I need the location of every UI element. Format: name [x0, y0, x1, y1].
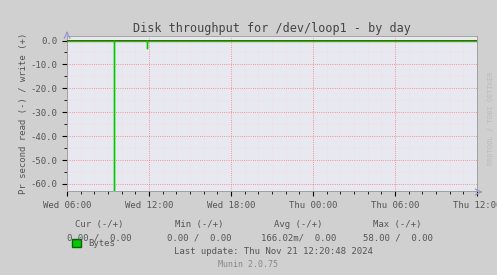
- Legend: Bytes: Bytes: [72, 239, 115, 248]
- Title: Disk throughput for /dev/loop1 - by day: Disk throughput for /dev/loop1 - by day: [133, 21, 411, 35]
- Text: Cur (-/+): Cur (-/+): [75, 220, 124, 229]
- Text: Munin 2.0.75: Munin 2.0.75: [219, 260, 278, 269]
- Text: 58.00 /  0.00: 58.00 / 0.00: [363, 234, 432, 243]
- Text: 166.02m/  0.00: 166.02m/ 0.00: [260, 234, 336, 243]
- Text: Last update: Thu Nov 21 12:20:48 2024: Last update: Thu Nov 21 12:20:48 2024: [174, 248, 373, 256]
- Y-axis label: Pr second read (-) / write (+): Pr second read (-) / write (+): [19, 33, 28, 194]
- Text: RRDTOOL / TOBI OETIKER: RRDTOOL / TOBI OETIKER: [488, 72, 494, 165]
- Text: 0.00 /  0.00: 0.00 / 0.00: [166, 234, 231, 243]
- Text: Max (-/+): Max (-/+): [373, 220, 422, 229]
- Text: Min (-/+): Min (-/+): [174, 220, 223, 229]
- Text: Avg (-/+): Avg (-/+): [274, 220, 323, 229]
- Text: 0.00 /  0.00: 0.00 / 0.00: [67, 234, 132, 243]
